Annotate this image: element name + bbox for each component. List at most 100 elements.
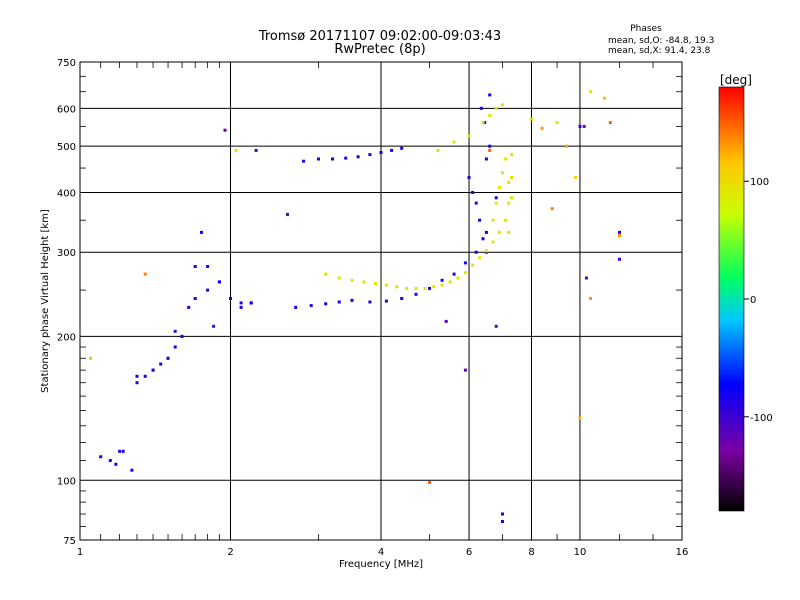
data-point	[497, 230, 501, 234]
data-point	[331, 157, 334, 161]
data-point	[239, 305, 243, 309]
data-point	[317, 157, 320, 161]
data-point	[478, 256, 482, 260]
data-point	[414, 286, 418, 290]
data-point	[474, 250, 478, 254]
data-point	[239, 301, 243, 305]
y-tick-label: 200	[57, 332, 76, 343]
data-point	[379, 151, 383, 154]
data-point	[249, 301, 253, 305]
y-tick-label: 400	[57, 188, 76, 199]
data-point	[589, 297, 592, 300]
data-point	[294, 305, 298, 309]
data-point	[444, 319, 448, 323]
x-tick-label: 4	[378, 547, 384, 558]
data-point	[484, 230, 488, 234]
y-tick-labels: 75 100 200 300 400 500 600 750	[57, 58, 76, 547]
x-tick-label: 2	[227, 547, 233, 558]
x-tick-label: 16	[676, 547, 689, 558]
data-point	[173, 329, 177, 333]
data-point	[504, 218, 508, 222]
data-point	[151, 368, 155, 372]
y-tick-label: 750	[57, 58, 76, 69]
data-point	[501, 103, 504, 107]
data-point	[350, 278, 354, 282]
colorbar-label: [deg]	[720, 73, 752, 87]
data-point	[350, 298, 354, 302]
data-points	[89, 90, 621, 523]
chart-subtitle: RwPretec (8p)	[334, 42, 425, 57]
y-tick-label: 75	[63, 536, 76, 547]
data-point	[510, 176, 514, 179]
data-point	[582, 124, 586, 128]
data-point	[471, 263, 475, 267]
data-point	[212, 324, 216, 328]
data-point	[159, 362, 163, 366]
data-point	[550, 207, 554, 211]
data-point	[474, 201, 478, 205]
data-point	[400, 146, 404, 150]
data-point	[530, 117, 533, 121]
data-point	[618, 234, 621, 238]
data-point	[608, 121, 612, 125]
data-point	[395, 285, 399, 289]
data-point	[362, 280, 366, 284]
data-point	[368, 300, 372, 304]
data-point	[121, 449, 125, 453]
x-tick-label: 1	[77, 547, 83, 558]
chart-title: Tromsø 20171107 09:02:00-09:03:43	[258, 29, 501, 44]
data-point	[501, 520, 504, 523]
data-point	[400, 297, 404, 300]
data-point	[180, 334, 184, 338]
colorbar-tick-label: 0	[750, 295, 756, 306]
data-point	[223, 128, 227, 132]
data-point	[309, 304, 313, 308]
y-tick-label: 300	[57, 248, 76, 259]
data-point	[187, 305, 191, 309]
data-point	[193, 265, 197, 268]
data-point	[390, 148, 394, 152]
data-point	[428, 286, 431, 290]
data-point	[324, 302, 328, 306]
data-point	[368, 153, 372, 157]
data-point	[89, 356, 93, 360]
data-point	[452, 272, 456, 276]
data-point	[494, 106, 498, 110]
x-tick-label: 6	[466, 547, 472, 558]
data-point	[479, 106, 483, 110]
data-point	[337, 300, 341, 304]
data-point	[497, 185, 501, 189]
data-point	[507, 180, 511, 184]
data-point	[135, 381, 139, 385]
y-axis-label: Stationary phase Virtual Height [km]	[40, 209, 51, 393]
data-point	[193, 297, 197, 300]
data-point	[565, 144, 568, 148]
data-point	[510, 153, 514, 157]
y-tick-label: 600	[57, 104, 76, 115]
y-tick-label: 500	[57, 142, 76, 153]
data-point	[302, 159, 306, 163]
x-tick-labels: 1 2 4 6 8 10 16	[77, 547, 689, 558]
data-point	[618, 230, 621, 234]
data-point	[356, 155, 360, 159]
legend-x-stats: mean, sd,X: 91.4, 23.8	[608, 46, 711, 56]
data-point	[478, 218, 482, 222]
data-point	[456, 276, 460, 280]
data-point	[578, 416, 582, 420]
data-point	[574, 176, 578, 179]
data-point	[118, 449, 122, 453]
data-point	[484, 249, 488, 253]
data-point	[344, 156, 348, 160]
data-point	[254, 148, 258, 152]
data-point	[488, 144, 492, 148]
data-point	[200, 230, 203, 234]
data-point	[484, 157, 488, 161]
data-point	[130, 468, 134, 472]
data-point	[488, 148, 492, 152]
data-point	[463, 261, 467, 265]
data-point	[463, 271, 467, 275]
grid-lines	[80, 62, 682, 540]
data-point	[436, 148, 440, 152]
legend-title: Phases	[630, 24, 662, 34]
